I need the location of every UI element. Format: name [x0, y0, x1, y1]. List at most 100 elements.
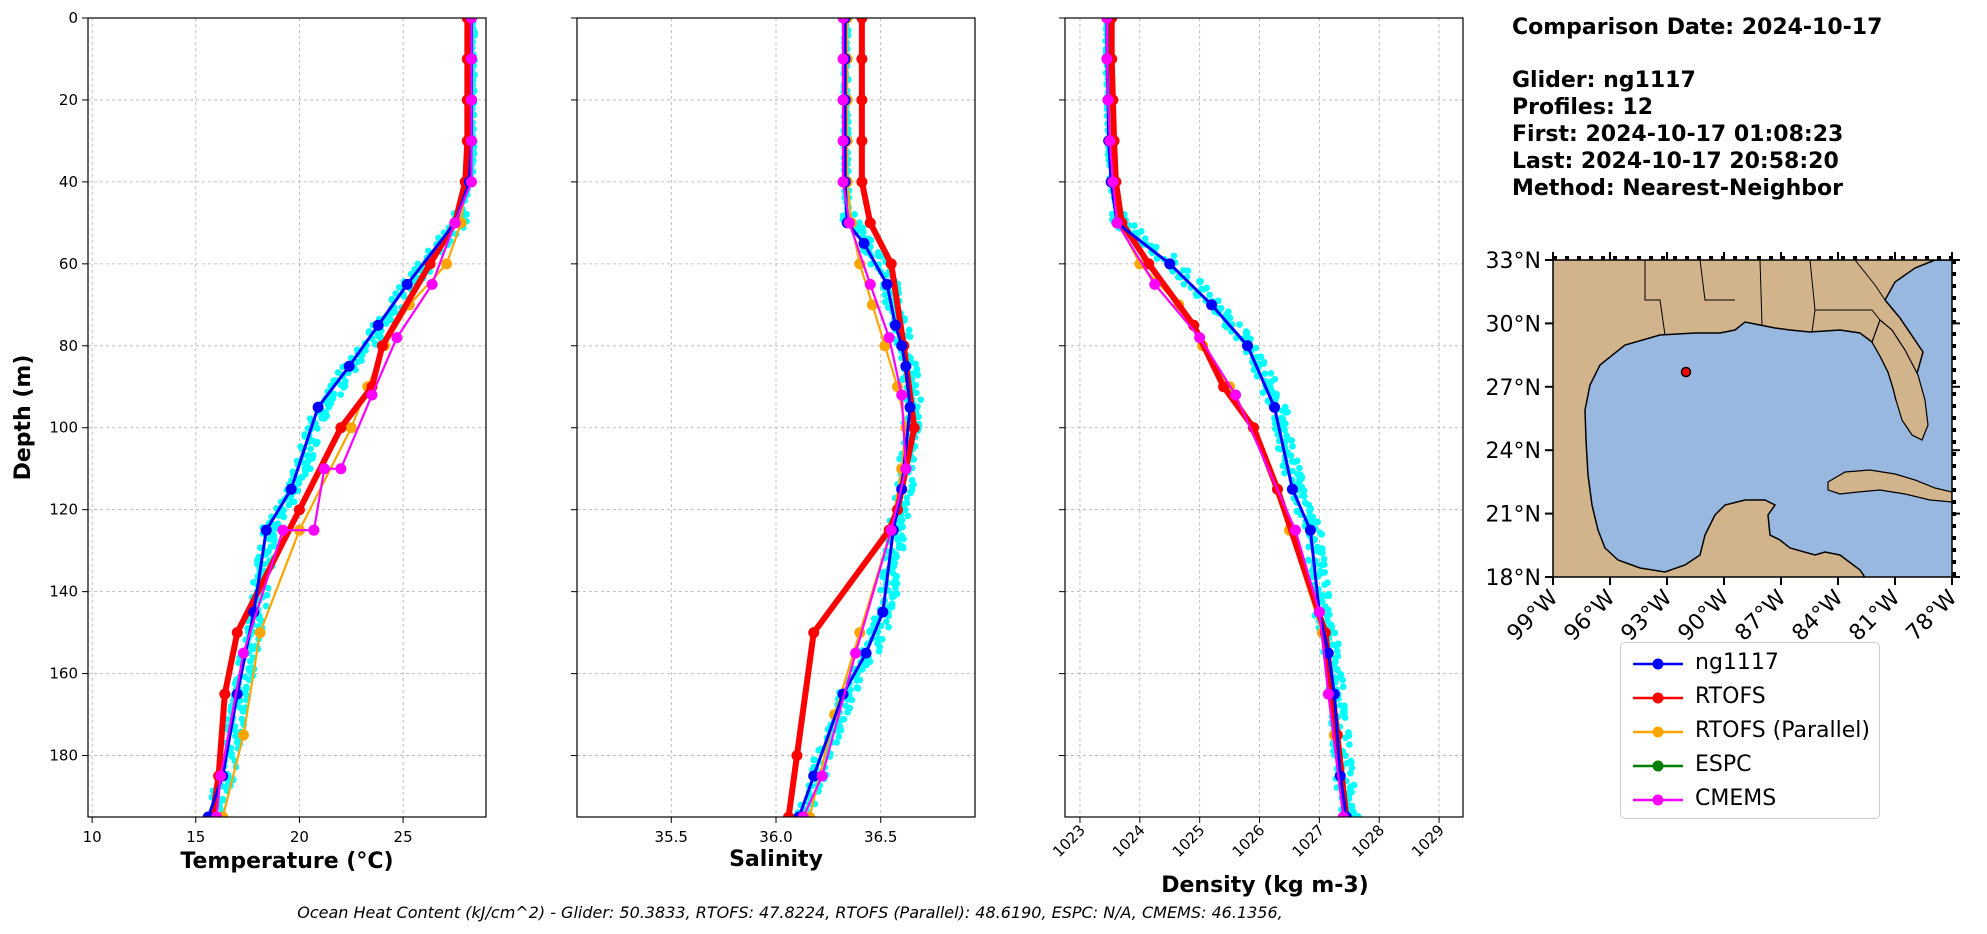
- data-point-cmems: [465, 18, 477, 24]
- glider-scatter-point: [1170, 252, 1178, 260]
- glider-scatter-point: [1321, 561, 1328, 568]
- glider-scatter-point: [1306, 507, 1313, 515]
- glider-scatter-point: [885, 623, 892, 631]
- glider-scatter-point: [896, 455, 903, 463]
- glider-scatter-point: [235, 659, 242, 666]
- data-point-cmems: [277, 524, 289, 536]
- glider-scatter-point: [877, 586, 885, 594]
- data-point-ng1117: [1268, 401, 1280, 413]
- data-point-rtofs: [864, 217, 876, 229]
- glider-scatter-point: [358, 351, 366, 359]
- series-line-cmems: [1105, 18, 1345, 817]
- data-point-cmems: [237, 647, 249, 659]
- data-point-rtofs: [231, 627, 243, 639]
- glider-scatter-point: [866, 658, 874, 665]
- glider-scatter-point: [877, 252, 884, 260]
- glider-scatter-point: [1314, 547, 1322, 555]
- data-point-ng1117: [1164, 258, 1176, 270]
- data-point-rtofs: [856, 176, 868, 188]
- data-point-rtofs: [1218, 381, 1230, 393]
- data-point-rtofs: [376, 340, 388, 352]
- glider-scatter-point: [898, 516, 906, 524]
- glider-scatter-point: [1339, 683, 1347, 691]
- data-point-rtofs: [885, 258, 897, 270]
- y-tick-label: 60: [59, 255, 78, 273]
- glider-scatter-point: [1259, 389, 1267, 396]
- glider-scatter-point: [1289, 467, 1296, 475]
- data-point-cmems: [1102, 94, 1114, 106]
- data-point-cmems: [335, 463, 347, 475]
- glider-scatter-point: [1288, 437, 1296, 444]
- comparison-date: Comparison Date: 2024-10-17: [1512, 15, 1883, 40]
- glider-scatter-point: [881, 291, 889, 299]
- glider-scatter-point: [228, 750, 235, 758]
- legend-label: ng1117: [1695, 650, 1779, 675]
- y-tick-label: 120: [49, 501, 78, 519]
- glider-scatter-point: [835, 733, 843, 740]
- data-point-cmems: [465, 53, 477, 65]
- data-point-ng1117: [343, 360, 355, 372]
- data-point-ng1117: [312, 401, 324, 413]
- glider-scatter-point: [1280, 462, 1287, 470]
- data-point-cmems: [449, 217, 461, 229]
- data-point-cmems: [1107, 176, 1119, 188]
- lon-tick-label: 84°W: [1788, 585, 1849, 646]
- x-tick-label: 35.5: [655, 828, 688, 846]
- glider-scatter-point: [1318, 591, 1325, 599]
- data-point-cmems: [837, 176, 849, 188]
- glider-scatter-point: [893, 553, 900, 561]
- data-point-ng1117: [285, 483, 297, 495]
- glider-scatter-point: [358, 357, 365, 364]
- glider-scatter-point: [264, 584, 272, 592]
- glider-scatter-point: [1321, 603, 1329, 610]
- glider-scatter-point: [1340, 709, 1348, 716]
- glider-scatter-point: [1305, 556, 1312, 564]
- data-point-ng1117: [202, 811, 214, 817]
- glider-scatter-point: [912, 381, 919, 389]
- plot-frame: [87, 17, 487, 818]
- data-point-cmems: [843, 217, 855, 229]
- glider-scatter-point: [1303, 500, 1311, 508]
- y-tick-label: 20: [59, 91, 78, 109]
- first-time: First: 2024-10-17 01:08:23: [1512, 122, 1844, 147]
- glider-scatter-point: [1324, 617, 1331, 625]
- x-tick-label: 1024: [1109, 821, 1149, 861]
- glider-scatter-point: [1320, 555, 1328, 563]
- glider-scatter-point: [1350, 781, 1358, 789]
- data-point-ng1117: [881, 278, 893, 290]
- glider-scatter-point: [878, 635, 886, 643]
- y-tick-label: 160: [49, 665, 78, 683]
- glider-scatter-point: [1341, 714, 1349, 721]
- glider-scatter-point: [1334, 640, 1342, 648]
- data-point-cmems: [1289, 524, 1301, 536]
- glider-scatter-point: [907, 488, 914, 496]
- data-point-cmems: [837, 53, 849, 65]
- glider-scatter-point: [382, 320, 390, 327]
- glider-scatter-point: [889, 579, 897, 587]
- data-point-cmems: [837, 18, 849, 24]
- glider-scatter-point: [309, 455, 316, 462]
- info-panel: Comparison Date: 2024-10-17 Glider: ng11…: [1512, 14, 1882, 202]
- x-axis-label: Density (kg m-3): [1161, 873, 1369, 898]
- glider-scatter-point: [1293, 457, 1301, 465]
- glider-scatter-point: [837, 717, 844, 724]
- glider-scatter-point: [904, 512, 912, 520]
- state-border: [1854, 260, 1886, 301]
- glider-scatter-point: [1267, 369, 1275, 377]
- glider-scatter-point: [915, 413, 922, 421]
- map-content: [1553, 260, 1952, 577]
- data-point-rtofs: [219, 688, 231, 700]
- glider-scatter-point: [815, 747, 822, 754]
- data-point-ng1117: [904, 401, 916, 413]
- series-line-rtofs: [1108, 18, 1350, 817]
- series-line-rtofs-parallel-: [1105, 18, 1348, 817]
- glider-scatter-point: [307, 445, 314, 453]
- glider-scatter-point: [1321, 581, 1329, 588]
- glider-scatter-point: [280, 513, 287, 520]
- plot-panel-3: 1023 1024 1025 1026 1027 1028 1029 Density (kg …: [1049, 17, 1464, 898]
- x-tick-label: 20: [290, 828, 309, 846]
- data-point-rtofs: [856, 18, 868, 24]
- lon-tick-label: 99°W: [1503, 585, 1564, 646]
- glider-scatter-point: [903, 494, 911, 502]
- x-tick-label: 1025: [1169, 821, 1209, 861]
